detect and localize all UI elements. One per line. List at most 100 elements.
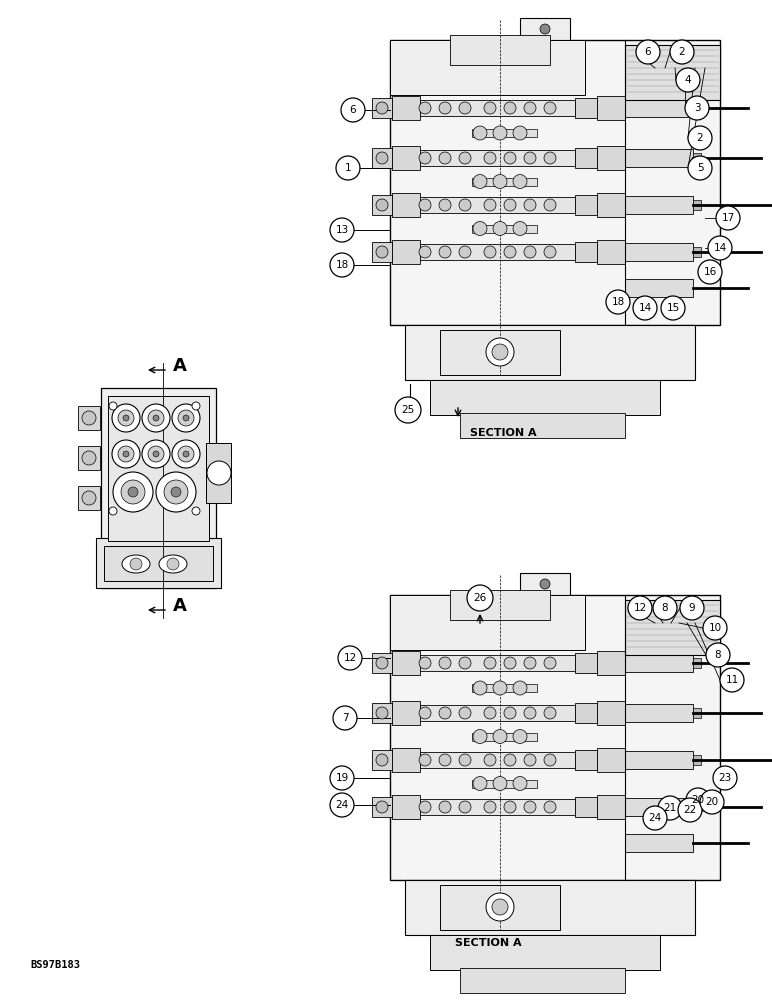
Circle shape xyxy=(504,199,516,211)
Circle shape xyxy=(504,657,516,669)
Bar xyxy=(625,834,693,852)
Circle shape xyxy=(167,558,179,570)
Circle shape xyxy=(716,206,740,230)
Text: 19: 19 xyxy=(335,773,349,783)
Circle shape xyxy=(112,404,140,432)
Circle shape xyxy=(643,806,667,830)
Circle shape xyxy=(330,766,354,790)
Text: 2: 2 xyxy=(696,133,703,143)
Circle shape xyxy=(130,558,142,570)
Bar xyxy=(693,103,701,113)
Ellipse shape xyxy=(159,555,187,573)
Circle shape xyxy=(473,222,487,235)
Bar xyxy=(625,45,720,100)
Circle shape xyxy=(513,174,527,188)
Circle shape xyxy=(439,657,451,669)
Text: 14: 14 xyxy=(638,303,652,313)
Bar xyxy=(460,413,625,438)
Circle shape xyxy=(419,657,431,669)
Bar xyxy=(625,600,720,655)
Bar xyxy=(575,797,597,817)
Circle shape xyxy=(207,461,231,485)
Bar xyxy=(420,705,575,721)
Bar xyxy=(372,148,392,168)
Circle shape xyxy=(473,126,487,140)
Bar xyxy=(575,242,597,262)
Circle shape xyxy=(504,754,516,766)
Circle shape xyxy=(439,152,451,164)
Circle shape xyxy=(473,776,487,790)
Bar xyxy=(460,968,625,993)
Circle shape xyxy=(439,199,451,211)
Bar xyxy=(392,146,420,170)
Circle shape xyxy=(128,487,138,497)
Text: 12: 12 xyxy=(633,603,647,613)
Circle shape xyxy=(636,40,660,64)
Circle shape xyxy=(686,788,710,812)
Circle shape xyxy=(703,616,727,640)
Circle shape xyxy=(419,801,431,813)
Circle shape xyxy=(524,801,536,813)
Circle shape xyxy=(486,893,514,921)
Bar xyxy=(390,40,585,95)
Text: 7: 7 xyxy=(342,713,348,723)
Text: 25: 25 xyxy=(401,405,415,415)
Circle shape xyxy=(473,730,487,744)
Bar xyxy=(372,750,392,770)
Bar xyxy=(420,799,575,815)
Bar xyxy=(597,795,625,819)
Bar xyxy=(78,486,100,510)
Text: 5: 5 xyxy=(696,163,703,173)
Bar xyxy=(420,197,575,213)
Circle shape xyxy=(341,98,365,122)
Bar xyxy=(472,780,537,788)
Circle shape xyxy=(492,899,508,915)
Circle shape xyxy=(172,440,200,468)
Circle shape xyxy=(484,657,496,669)
Bar xyxy=(575,750,597,770)
Bar xyxy=(693,200,701,210)
Bar xyxy=(390,595,585,650)
Circle shape xyxy=(504,801,516,813)
Circle shape xyxy=(685,96,709,120)
Bar xyxy=(392,651,420,675)
Circle shape xyxy=(142,440,170,468)
Text: 4: 4 xyxy=(685,75,691,85)
Text: 8: 8 xyxy=(715,650,721,660)
Bar xyxy=(575,703,597,723)
Bar xyxy=(693,247,701,257)
Circle shape xyxy=(493,681,507,695)
Text: 24: 24 xyxy=(648,813,662,823)
Circle shape xyxy=(670,40,694,64)
Circle shape xyxy=(544,754,556,766)
Circle shape xyxy=(524,102,536,114)
Circle shape xyxy=(118,446,134,462)
Circle shape xyxy=(713,766,737,790)
Circle shape xyxy=(330,793,354,817)
Bar xyxy=(693,708,701,718)
Bar xyxy=(440,330,560,375)
Bar xyxy=(625,654,693,672)
Circle shape xyxy=(544,102,556,114)
Circle shape xyxy=(109,402,117,410)
Circle shape xyxy=(192,402,200,410)
Circle shape xyxy=(504,246,516,258)
Circle shape xyxy=(504,102,516,114)
Circle shape xyxy=(524,657,536,669)
Circle shape xyxy=(376,199,388,211)
Circle shape xyxy=(439,707,451,719)
Text: 12: 12 xyxy=(344,653,357,663)
Bar xyxy=(625,196,693,214)
Circle shape xyxy=(459,102,471,114)
Circle shape xyxy=(376,707,388,719)
Bar xyxy=(693,658,701,668)
Bar xyxy=(108,396,209,541)
Circle shape xyxy=(504,152,516,164)
Circle shape xyxy=(330,253,354,277)
Circle shape xyxy=(113,472,153,512)
Circle shape xyxy=(82,491,96,505)
Circle shape xyxy=(123,451,129,457)
Bar xyxy=(693,802,701,812)
Circle shape xyxy=(109,507,117,515)
Circle shape xyxy=(678,798,702,822)
